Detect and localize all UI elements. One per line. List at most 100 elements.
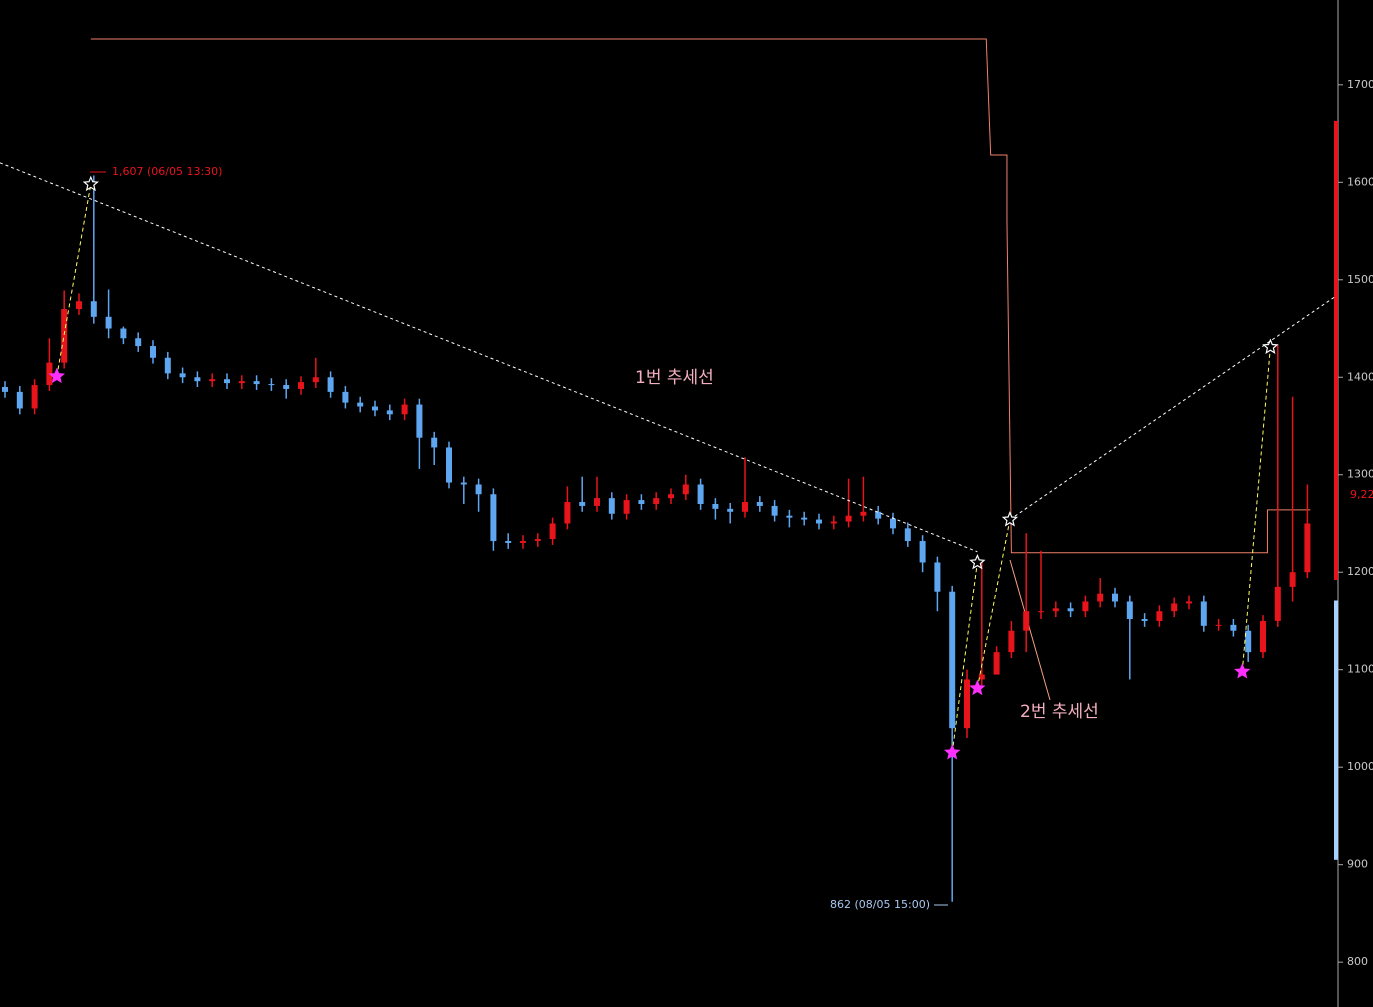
candle-body (2, 387, 8, 392)
peak-star (969, 553, 986, 570)
peak-star (1262, 338, 1279, 354)
resistance-line (90, 38, 1311, 554)
low-label: 862 (08/05 15:00) (830, 898, 930, 911)
candle-body (594, 498, 600, 506)
candle-body (1023, 611, 1030, 631)
candle-body (253, 381, 260, 385)
trendline (0, 162, 978, 553)
candle-body (505, 541, 512, 543)
candle-body (786, 515, 793, 518)
candle-body (372, 406, 378, 411)
y-tick-label: 1100 (1347, 663, 1373, 676)
range-bar (1334, 120, 1338, 581)
peak-star (82, 175, 100, 192)
candle-body (964, 679, 970, 729)
candle-body (1082, 601, 1089, 612)
zigzag-line (951, 562, 978, 753)
candle-body (549, 523, 556, 540)
y-tick-label: 1400 (1347, 370, 1373, 383)
candle-body (209, 379, 216, 382)
candle-body (1171, 603, 1178, 612)
candle-body (224, 379, 230, 384)
candle-body (61, 309, 68, 363)
candle-body (1126, 601, 1133, 620)
candle-body (934, 562, 941, 592)
candle-body (845, 515, 852, 522)
candle-body (1008, 630, 1015, 653)
candle-body (727, 508, 734, 512)
candle-body (712, 503, 719, 509)
candle-body (90, 301, 97, 317)
trough-star (48, 367, 65, 384)
candle-body (697, 484, 704, 504)
candle-body (431, 437, 438, 448)
candle-body (194, 377, 201, 382)
candle-body (1067, 608, 1074, 612)
candle-body (446, 447, 452, 483)
y-tick-label: 1500 (1347, 273, 1373, 286)
candle-body (1038, 611, 1044, 613)
candle-body (564, 502, 571, 524)
candle-body (904, 528, 911, 542)
candle-body (1274, 586, 1281, 621)
candle-body (342, 391, 349, 403)
candle-body (579, 502, 586, 506)
candle-body (1304, 523, 1311, 573)
y-tick-label: 1300 (1347, 468, 1373, 481)
candle-body (890, 518, 896, 529)
candle-body (268, 384, 275, 386)
candle-body (460, 482, 467, 485)
candle-body (76, 301, 82, 310)
candle-body (386, 410, 393, 415)
candle-body (919, 541, 926, 563)
candle-body (830, 521, 837, 524)
high-label: 1,607 (06/05 13:30) (112, 165, 222, 178)
candle-body (179, 373, 186, 378)
candle-body (653, 498, 660, 504)
y-tick-label: 900 (1347, 858, 1368, 871)
candle-body (875, 511, 882, 519)
candle-body (475, 484, 482, 495)
candle-body (534, 539, 541, 542)
peak-star (1001, 511, 1019, 527)
y-tick-label: 800 (1347, 955, 1368, 968)
candle-body (1200, 601, 1207, 626)
candle-body (978, 674, 985, 680)
candle-body (16, 391, 23, 409)
candle-body (1186, 601, 1192, 604)
candle-body (1230, 624, 1237, 631)
candle-body (682, 484, 689, 495)
y-tick-label: 1700 (1347, 78, 1373, 91)
trendline (1009, 295, 1336, 520)
candle-body (120, 328, 127, 339)
trend1-label: 1번 추세선 (635, 368, 714, 388)
candle-body (756, 502, 763, 506)
candle-body (1156, 611, 1163, 621)
candle-body (860, 511, 867, 516)
candle-body (623, 500, 630, 514)
candle-body (668, 494, 674, 499)
trend2-label: 2번 추세선 (1020, 702, 1099, 722)
candle-body (1215, 624, 1222, 626)
candle-body (638, 500, 645, 504)
candle-body (31, 385, 38, 409)
candle-body (298, 382, 304, 389)
zigzag-line (976, 519, 1011, 689)
candle-body (993, 652, 1000, 675)
candle-body (416, 404, 423, 438)
zigzag-line (56, 184, 92, 377)
candle-body (357, 402, 364, 407)
last-label: 9,22 (1350, 488, 1373, 501)
candle-body (401, 404, 408, 415)
candle-body (1245, 630, 1252, 653)
candle-body (150, 346, 156, 358)
candle-body (164, 357, 171, 374)
y-tick-label: 1600 (1347, 175, 1373, 188)
candle-body (283, 385, 290, 389)
candle-body (490, 494, 497, 542)
candle-body (742, 502, 748, 512)
y-tick-label: 1000 (1347, 760, 1373, 773)
trough-star (1234, 663, 1251, 679)
candle-body (238, 381, 245, 384)
